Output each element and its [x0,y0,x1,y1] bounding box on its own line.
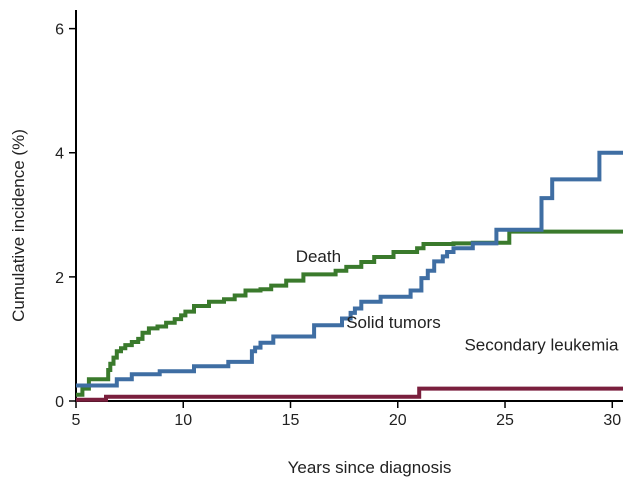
x-tick-label: 5 [72,412,81,429]
y-tick-label: 0 [55,394,64,411]
series-label: Secondary leukemia [464,336,619,355]
x-tick-label: 10 [174,412,192,429]
x-tick-label: 15 [282,412,300,429]
series-line-secondary-leukemia [76,386,623,402]
x-tick-label: 25 [496,412,514,429]
series-labels: Death Solid tumors Secondary leukemia [296,247,619,355]
x-axis-title: Years since diagnosis [288,458,452,477]
x-tick-label: 30 [603,412,621,429]
y-tick-label: 2 [55,270,64,287]
y-tick-label: 6 [55,22,64,39]
series-line-death [76,229,623,397]
series-label: Death [296,247,341,266]
axes: 5 10 15 20 25 30 0 2 4 6 Years since diagnosis Cumu… [9,10,623,477]
series-label: Solid tumors [346,313,440,332]
series-line-solid-tumors [76,150,623,388]
x-tick-label: 20 [389,412,407,429]
series-layer [76,150,623,402]
y-tick-label: 4 [55,146,64,163]
y-axis-title: Cumulative incidence (%) [9,129,28,322]
